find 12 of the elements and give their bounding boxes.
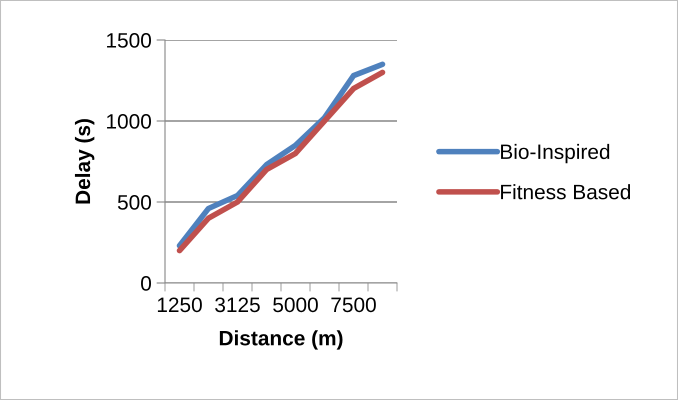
x-tick-label: 3125 bbox=[215, 297, 260, 312]
x-axis-title: Distance (m) bbox=[220, 330, 342, 350]
legend-label: Fitness Based bbox=[501, 184, 630, 200]
y-tick-label: 1500 bbox=[107, 33, 151, 48]
y-axis-title: Delay (s) bbox=[74, 119, 94, 204]
y-tick-label: 1000 bbox=[107, 114, 151, 129]
x-tick-label: 7500 bbox=[331, 297, 376, 312]
legend-label: Bio-Inspired bbox=[501, 144, 610, 164]
x-tick-label: 5000 bbox=[273, 297, 318, 312]
x-tick-label: 1250 bbox=[158, 297, 202, 312]
y-tick-label: 0 bbox=[141, 276, 151, 291]
y-tick-label: 500 bbox=[118, 195, 151, 210]
